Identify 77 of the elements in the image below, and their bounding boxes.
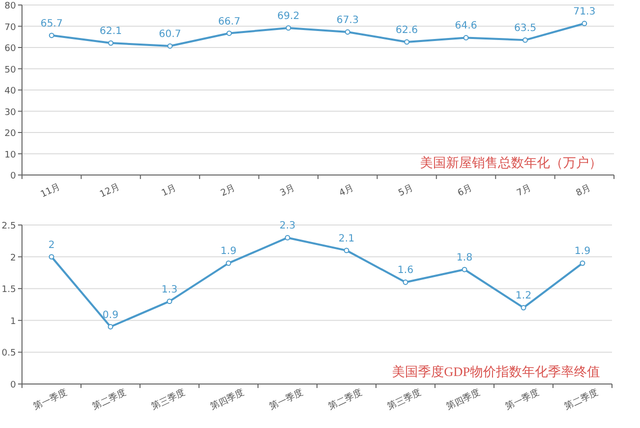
point (402, 280, 408, 285)
x-tick-label: 7月 (516, 184, 534, 199)
x-tick-label: 第四季度 (444, 387, 482, 412)
x-tick-label: 第四季度 (208, 387, 246, 412)
y-tick-label: 0 (10, 172, 16, 182)
data-label: 67.3 (336, 14, 359, 26)
x-tick-label: 4月 (338, 184, 356, 199)
x-tick-label: 12月 (98, 182, 122, 200)
point (226, 30, 232, 36)
y-tick-label: 2.5 (2, 222, 16, 232)
point (108, 40, 114, 46)
x-tick-label: 5月 (397, 184, 415, 199)
point (284, 235, 290, 240)
data-label: 62.6 (396, 24, 418, 36)
point (522, 37, 528, 43)
data-label: 2 (48, 240, 55, 251)
y-tick-label: 50 (4, 65, 16, 76)
y-tick-label: 2 (10, 253, 16, 264)
point (48, 32, 54, 38)
point (582, 20, 588, 26)
x-tick-label: 2月 (220, 184, 238, 199)
data-label: 66.7 (218, 16, 240, 28)
data-label: 71.3 (573, 6, 596, 18)
x-tick-label: 8月 (574, 184, 592, 199)
point (48, 254, 54, 260)
x-tick-label: 第一季度 (268, 387, 306, 412)
y-tick-label: 80 (4, 2, 16, 12)
x-tick-label: 第三季度 (150, 387, 188, 412)
data-label: 1.2 (516, 290, 532, 302)
data-label: 63.5 (514, 23, 536, 34)
data-label: 1.9 (574, 246, 590, 258)
data-label: 2.1 (338, 233, 354, 244)
point (344, 29, 350, 35)
y-tick-label: 0 (10, 380, 16, 390)
data-label: 2.3 (280, 220, 296, 232)
data-label: 1.8 (456, 252, 472, 264)
data-label: 65.7 (40, 18, 63, 30)
data-label: 69.2 (277, 10, 300, 22)
y-tick-label: 0.5 (2, 348, 16, 359)
x-tick-label: 第二季度 (562, 387, 600, 412)
point (520, 304, 526, 310)
x-tick-label: 第一季度 (504, 387, 542, 412)
point (226, 260, 232, 266)
x-tick-label: 第三季度 (386, 387, 424, 412)
x-tick-label: 3月 (278, 184, 296, 199)
point (344, 248, 350, 254)
text: 美国季度GDP物价指数年化季率终值 (392, 364, 600, 379)
data-label: 1.9 (220, 246, 236, 258)
point (166, 298, 172, 304)
data-label: 0.9 (102, 310, 118, 321)
data-label: 64.6 (454, 20, 478, 32)
point (462, 266, 468, 272)
point (108, 324, 114, 330)
x-tick-label: 第二季度 (90, 387, 128, 412)
x-tick-label: 6月 (456, 184, 474, 199)
y-tick-label: 30 (4, 108, 16, 118)
x-tick-label: 11月 (39, 182, 62, 200)
point (404, 39, 410, 45)
y-tick-label: 10 (4, 150, 16, 160)
y-tick-label: 1.5 (2, 285, 16, 296)
data-label: 1.3 (162, 284, 178, 296)
point (167, 43, 173, 49)
data-label: 60.7 (158, 29, 182, 40)
y-tick-label: 70 (4, 22, 16, 33)
x-tick-label: 第二季度 (326, 387, 364, 412)
text: 美国新屋销售总数年化（万户） (420, 155, 602, 170)
point (463, 35, 469, 40)
y-tick-label: 20 (4, 129, 16, 139)
point (580, 260, 586, 266)
x-tick-label: 1月 (160, 184, 178, 199)
x-tick-label: 第一季度 (32, 387, 70, 412)
data-label: 1.6 (398, 265, 414, 276)
y-tick-label: 1 (10, 316, 16, 327)
y-tick-label: 40 (4, 86, 16, 96)
point (286, 25, 292, 31)
data-label: 62.1 (100, 26, 122, 38)
y-tick-label: 60 (4, 44, 16, 54)
